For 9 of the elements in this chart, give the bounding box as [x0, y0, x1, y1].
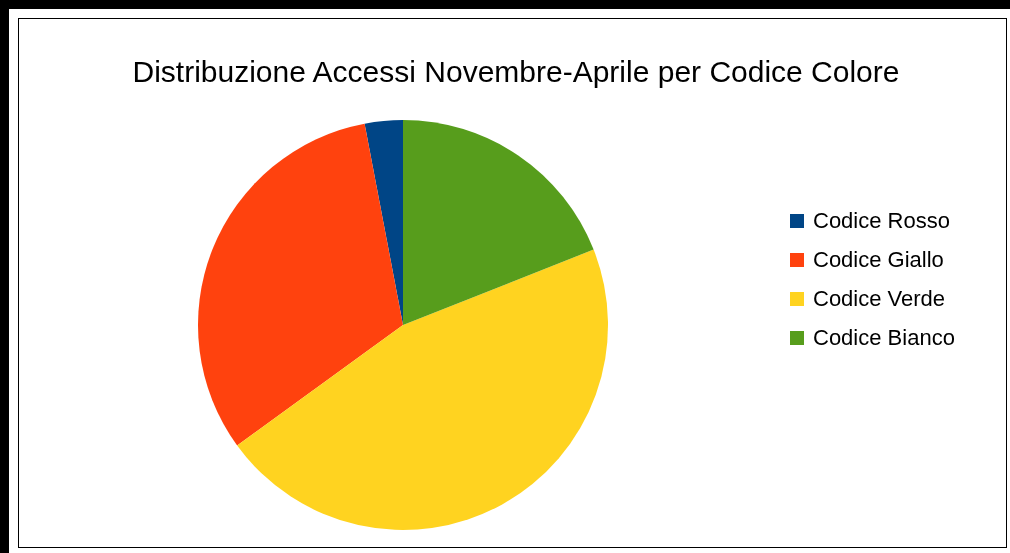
- pie-slice: [237, 249, 608, 530]
- legend-label: Codice Giallo: [813, 247, 944, 272]
- legend-label: Codice Rosso: [813, 208, 950, 233]
- legend-label: Codice Bianco: [813, 325, 955, 350]
- pie-slice: [364, 120, 403, 325]
- chart-title: Distribuzione Accessi Novembre-Aprile per Codice Colore: [132, 55, 900, 88]
- pie-slice: [198, 123, 403, 446]
- legend-label: Codice Verde: [813, 286, 946, 311]
- pie-slice: [403, 120, 594, 325]
